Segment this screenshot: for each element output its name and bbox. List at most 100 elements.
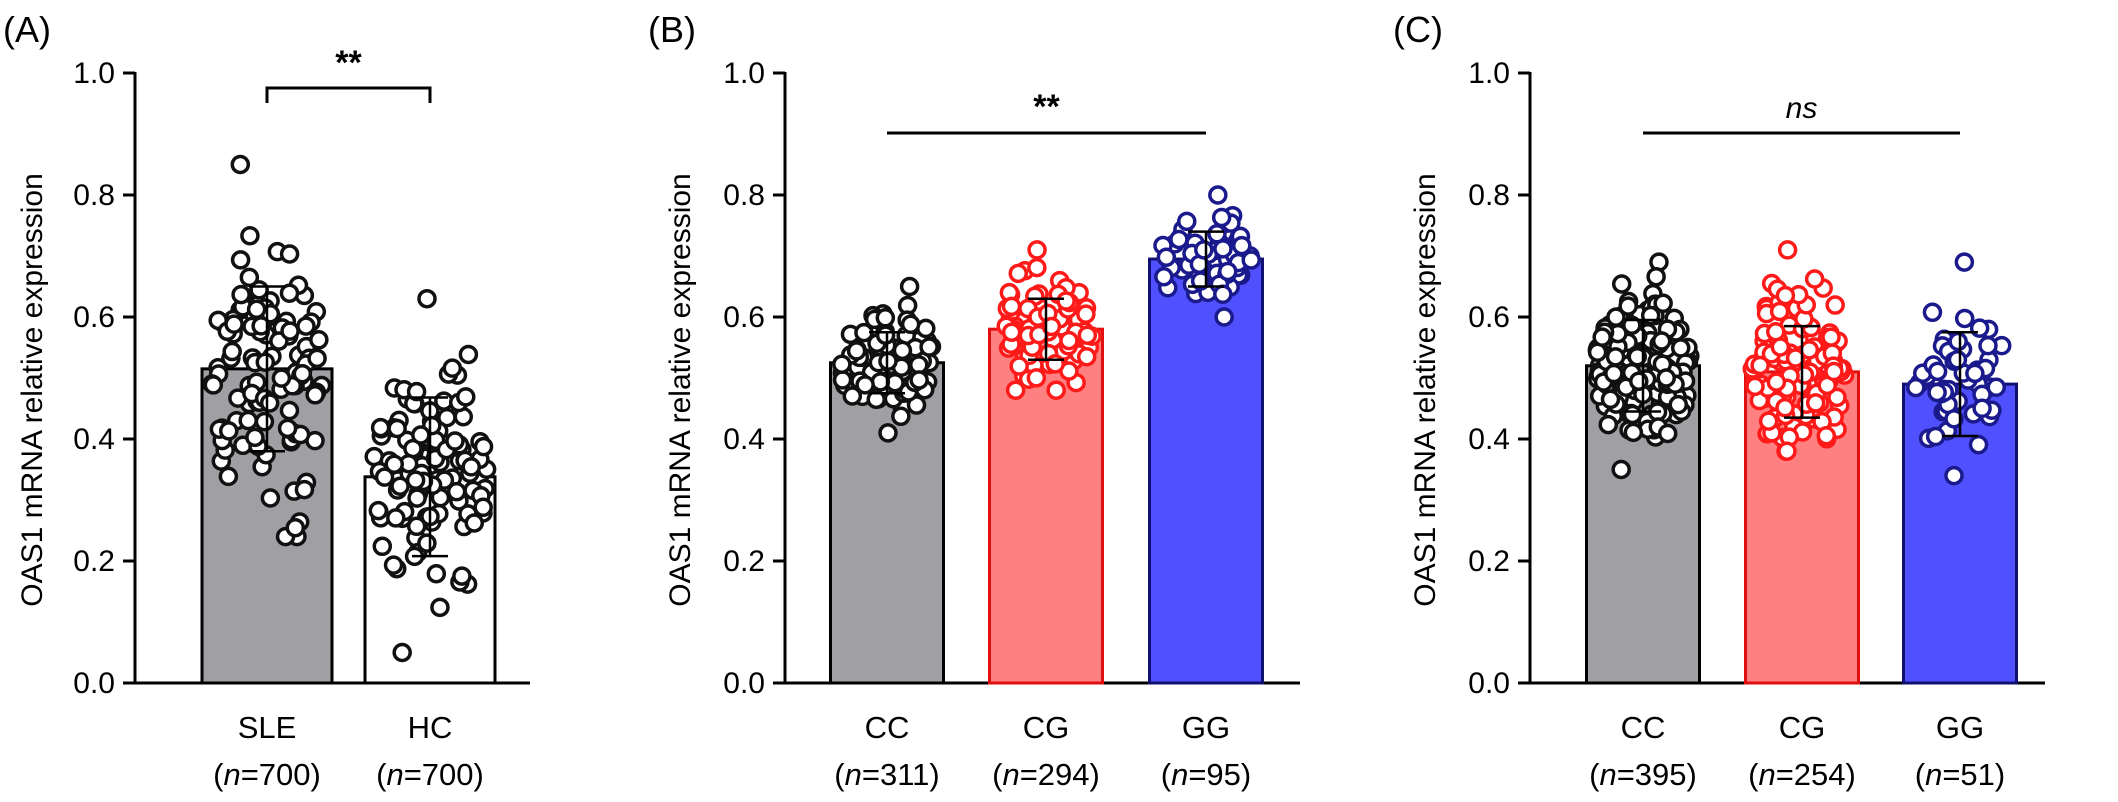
sample-size-label: (n=311) (834, 757, 939, 792)
x-tick-label: CC (865, 710, 910, 745)
panel-c: (C) OAS1 mRNA relative expression 0.0 0.2 0.… (1393, 9, 2045, 792)
x-tick-label: GG (1936, 710, 1984, 745)
data-point (383, 555, 404, 575)
data-point (1986, 377, 2007, 398)
data-point (407, 488, 427, 508)
data-point (1775, 397, 1795, 418)
data-point (473, 436, 494, 457)
data-point (442, 358, 463, 378)
y-tick-label: 0.6 (73, 301, 115, 334)
x-tick-label: CC (1621, 710, 1666, 745)
data-point (259, 393, 280, 413)
data-point (1629, 371, 1649, 392)
y-axis-label: OAS1 mRNA relative expression (1409, 173, 1442, 607)
data-point (372, 536, 393, 557)
data-point (296, 316, 316, 336)
y-tick-label: 1.0 (723, 57, 765, 90)
data-point (430, 597, 450, 618)
x-tick-label: SLE (238, 710, 297, 745)
y-tick-label: 0.4 (1468, 423, 1510, 456)
data-point (251, 316, 271, 336)
data-point (1046, 380, 1066, 400)
data-point (1944, 409, 1964, 429)
data-point (240, 225, 260, 246)
y-tick-label: 0.2 (1468, 545, 1510, 578)
data-point (878, 423, 898, 443)
significance-label: ns (1786, 92, 1818, 125)
data-point (246, 299, 267, 320)
data-point (1214, 307, 1234, 327)
y-tick-label: 0.4 (73, 423, 115, 456)
data-point (384, 454, 404, 474)
data-point (1001, 322, 1022, 343)
data-point (875, 325, 896, 345)
data-point (405, 470, 426, 490)
y-tick-label: 0.8 (1468, 179, 1510, 212)
data-point (218, 466, 239, 487)
data-point (254, 411, 275, 432)
data-point (1947, 350, 1968, 370)
data-point (1758, 411, 1779, 431)
data-point (456, 387, 476, 407)
data-point (1627, 346, 1648, 367)
data-point (386, 508, 406, 528)
data-point (1745, 376, 1765, 397)
data-point (1968, 434, 1989, 455)
data-point (1816, 425, 1837, 446)
sample-size-label: (n=51) (1915, 757, 2006, 792)
data-point (1008, 263, 1029, 284)
data-point (899, 276, 920, 297)
data-point (1769, 301, 1790, 322)
data-point (1766, 372, 1787, 392)
data-point (271, 368, 292, 388)
data-point (452, 566, 472, 586)
data-point (1027, 257, 1047, 278)
data-point (1656, 368, 1676, 388)
data-point (1653, 293, 1673, 314)
data-point (1059, 330, 1079, 351)
data-point (245, 427, 265, 448)
data-point (1925, 426, 1946, 447)
data-point (1657, 423, 1678, 444)
y-tick-label: 0.0 (73, 667, 115, 700)
data-point (1775, 285, 1796, 306)
data-point (305, 385, 325, 405)
data-point (222, 341, 242, 362)
significance-label: ** (1033, 88, 1060, 126)
sample-size-label: (n=254) (1748, 757, 1856, 792)
data-point (1169, 229, 1189, 250)
data-point (1026, 368, 1047, 388)
data-point (1045, 354, 1065, 374)
data-point (1906, 377, 1926, 398)
data-point (406, 516, 427, 537)
y-tick-label: 1.0 (73, 57, 115, 90)
data-point (309, 330, 329, 350)
data-point (855, 375, 875, 395)
sample-size-label: (n=294) (992, 757, 1100, 792)
data-point (1821, 327, 1841, 347)
data-point (1805, 393, 1826, 413)
data-point (1213, 284, 1233, 305)
data-point (1194, 240, 1214, 260)
data-point (255, 352, 276, 372)
data-point (426, 563, 447, 584)
data-point (1978, 335, 1998, 356)
data-point (285, 517, 306, 538)
y-axis-label: OAS1 mRNA relative expression (664, 173, 697, 607)
data-point (230, 154, 251, 175)
y-tick-label: 0.8 (723, 179, 765, 212)
data-point (1804, 269, 1825, 289)
data-point (1213, 239, 1233, 259)
data-point (1954, 252, 1975, 272)
data-point (1670, 338, 1691, 358)
data-point (280, 321, 300, 341)
data-point (900, 314, 921, 335)
data-point (1825, 295, 1845, 315)
data-point (1777, 240, 1798, 260)
data-point (1927, 382, 1947, 403)
data-point (832, 354, 852, 374)
y-axis-label: OAS1 mRNA relative expression (16, 173, 49, 607)
data-point (1785, 348, 1806, 368)
data-point (417, 533, 437, 553)
data-point (390, 476, 410, 496)
